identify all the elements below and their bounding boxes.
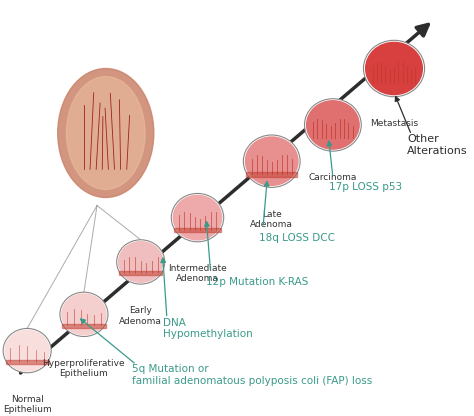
Circle shape	[61, 293, 107, 335]
Bar	[6, 360, 49, 364]
Text: Intermediate
Adenoma: Intermediate Adenoma	[168, 264, 227, 283]
Bar	[246, 172, 297, 177]
Text: Normal
Epithelium: Normal Epithelium	[3, 395, 52, 414]
Circle shape	[306, 100, 360, 150]
Circle shape	[118, 241, 164, 283]
Text: DNA
Hypomethylation: DNA Hypomethylation	[163, 318, 252, 339]
Ellipse shape	[58, 69, 154, 198]
Circle shape	[3, 329, 51, 373]
Text: 17p LOSS p53: 17p LOSS p53	[328, 182, 401, 192]
Text: 12p Mutation K-RAS: 12p Mutation K-RAS	[206, 277, 309, 287]
Circle shape	[364, 40, 425, 97]
Text: Other
Alterations: Other Alterations	[407, 134, 468, 156]
Circle shape	[60, 292, 108, 337]
Text: Late
Adenoma: Late Adenoma	[250, 210, 293, 229]
Text: Metastasis: Metastasis	[370, 119, 418, 128]
Bar	[62, 324, 106, 328]
Bar	[119, 271, 162, 275]
Text: 5q Mutation or
familial adenomatous polyposis coli (FAP) loss: 5q Mutation or familial adenomatous poly…	[132, 364, 372, 386]
Text: Hyperproliferative
Epithelium: Hyperproliferative Epithelium	[43, 359, 125, 378]
Text: Carcinoma: Carcinoma	[309, 173, 357, 182]
Text: Early
Adenoma: Early Adenoma	[119, 306, 162, 326]
Circle shape	[245, 136, 299, 186]
Circle shape	[4, 329, 50, 371]
Circle shape	[365, 42, 423, 95]
Circle shape	[304, 99, 361, 151]
Bar	[174, 228, 221, 232]
Text: 18q LOSS DCC: 18q LOSS DCC	[259, 233, 335, 243]
Circle shape	[173, 195, 222, 240]
Ellipse shape	[66, 77, 145, 189]
Circle shape	[117, 240, 165, 284]
Circle shape	[243, 135, 300, 187]
Circle shape	[171, 193, 224, 242]
